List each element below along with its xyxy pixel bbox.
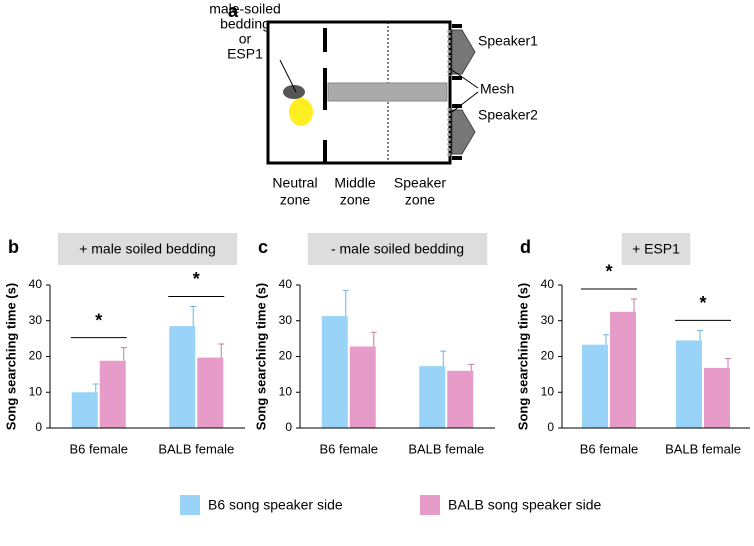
x-tick-label: B6 female xyxy=(580,441,639,456)
y-tick-label: 10 xyxy=(541,384,555,398)
bar xyxy=(704,367,730,428)
pointer xyxy=(279,59,297,93)
zone-label: zone xyxy=(280,192,311,208)
bar xyxy=(447,370,474,428)
chart-title: + male soiled bedding xyxy=(79,241,216,257)
error-bar xyxy=(440,350,447,367)
y-tick-label: 10 xyxy=(279,384,293,398)
diagram: a Speaker1 Mesh Speaker2 xyxy=(228,1,538,165)
bar xyxy=(419,366,446,428)
y-tick-label: 0 xyxy=(547,420,554,434)
y-axis-label: Song searching time (s) xyxy=(3,283,18,430)
significance: * xyxy=(193,269,200,289)
bar xyxy=(676,340,702,428)
y-tick-label: 40 xyxy=(29,277,43,291)
y-axis-label: Song searching time (s) xyxy=(253,283,268,430)
y-tick-label: 30 xyxy=(541,313,555,327)
significance: * xyxy=(605,262,612,282)
chart-title: + ESP1 xyxy=(632,241,680,257)
bar xyxy=(582,344,608,428)
error-bar xyxy=(190,305,197,327)
label: Speaker2 xyxy=(478,107,538,123)
x-tick-label: B6 female xyxy=(69,441,128,456)
panel-label: b xyxy=(8,237,19,257)
y-tick-label: 30 xyxy=(279,313,293,327)
tube xyxy=(327,82,448,102)
zone-label: Neutral xyxy=(272,175,317,191)
label: bedding xyxy=(220,16,270,32)
y-tick-label: 10 xyxy=(29,384,43,398)
error-bar xyxy=(218,343,225,358)
error-bar xyxy=(92,383,99,393)
label: male-soiled xyxy=(209,1,281,17)
panel-label: d xyxy=(520,237,531,257)
zone-label: Middle xyxy=(334,175,375,191)
speakers xyxy=(451,29,476,155)
error-bar xyxy=(342,289,349,317)
y-tick-label: 30 xyxy=(29,313,43,327)
label: Mesh xyxy=(480,81,514,97)
title-box xyxy=(307,233,488,265)
pointer xyxy=(451,91,479,113)
y-tick-label: 20 xyxy=(29,349,43,363)
arena xyxy=(266,20,452,165)
y-tick-label: 20 xyxy=(279,349,293,363)
speaker-mounts xyxy=(452,24,462,160)
y-axis-label: Song searching time (s) xyxy=(515,283,530,430)
error-bar xyxy=(725,358,731,368)
bar xyxy=(197,357,224,428)
zone-label: zone xyxy=(405,192,436,208)
error-bar xyxy=(697,329,703,341)
bar xyxy=(349,346,376,428)
zone-label: Speaker xyxy=(394,175,446,191)
axes xyxy=(49,285,245,429)
y-tick-label: 40 xyxy=(541,277,555,291)
x-tick-label: BALB female xyxy=(665,441,741,456)
panel-label: a xyxy=(228,1,239,21)
x-tick-label: BALB female xyxy=(158,441,234,456)
significance: * xyxy=(95,310,102,330)
x-tick-label: B6 female xyxy=(319,441,378,456)
bar xyxy=(321,316,348,428)
mouse xyxy=(283,85,305,99)
error-bar xyxy=(370,331,377,347)
bar xyxy=(610,311,636,428)
bar xyxy=(99,360,126,428)
bar xyxy=(71,392,98,428)
y-tick-label: 0 xyxy=(35,420,42,434)
label: Speaker1 xyxy=(478,33,538,49)
legend-swatch xyxy=(420,495,440,515)
zone-label: zone xyxy=(340,192,371,208)
legend-label: BALB song speaker side xyxy=(448,497,602,513)
axes xyxy=(561,285,750,429)
significance: * xyxy=(699,293,706,313)
error-bar xyxy=(631,298,637,312)
error-bar xyxy=(120,347,127,361)
pointer xyxy=(451,69,479,89)
bedding xyxy=(289,98,313,126)
y-tick-label: 40 xyxy=(279,277,293,291)
error-bar xyxy=(603,334,609,345)
y-tick-label: 20 xyxy=(541,349,555,363)
bar xyxy=(169,326,196,428)
y-tick-label: 0 xyxy=(285,420,292,434)
x-tick-label: BALB female xyxy=(408,441,484,456)
error-bar xyxy=(468,363,475,371)
legend-swatch xyxy=(180,495,200,515)
panel-label: c xyxy=(258,237,268,257)
label: ESP1 xyxy=(227,46,263,62)
title-box xyxy=(57,233,238,265)
axes xyxy=(299,285,495,429)
title-box xyxy=(621,233,691,265)
label: or xyxy=(239,31,252,47)
chart-title: - male soiled bedding xyxy=(331,241,464,257)
legend-label: B6 song speaker side xyxy=(208,497,343,513)
